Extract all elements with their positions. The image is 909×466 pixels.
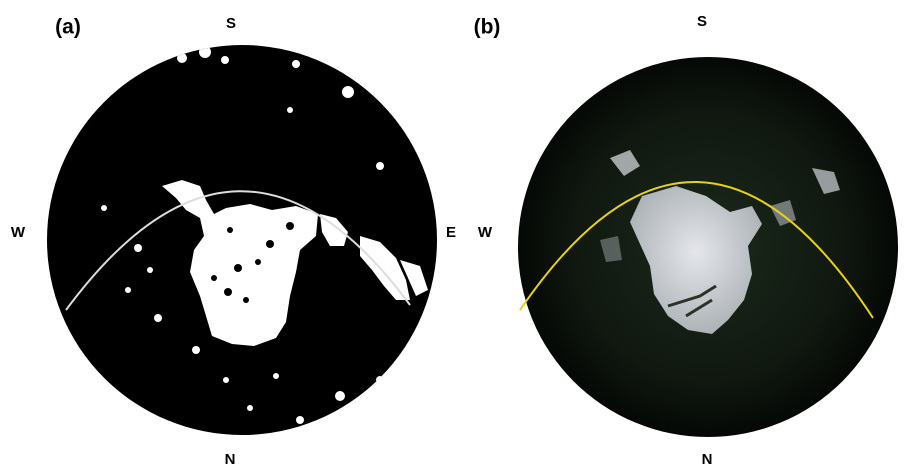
panel-label: (b) (474, 16, 501, 39)
direction-label: S (226, 15, 236, 32)
binary-image (47, 45, 437, 435)
direction-label: E (446, 224, 456, 241)
direction-label: N (702, 451, 713, 466)
direction-label: W (478, 224, 493, 241)
direction-label: N (225, 451, 236, 466)
figure: (a) S W E N (b) S W N (0, 0, 909, 466)
direction-label: W (11, 224, 26, 241)
direction-label: S (697, 13, 707, 30)
panel-label: (a) (55, 16, 81, 39)
page: (a) S W E N (b) S W N (() => { const dat… (0, 0, 909, 466)
colour-image (518, 57, 898, 437)
